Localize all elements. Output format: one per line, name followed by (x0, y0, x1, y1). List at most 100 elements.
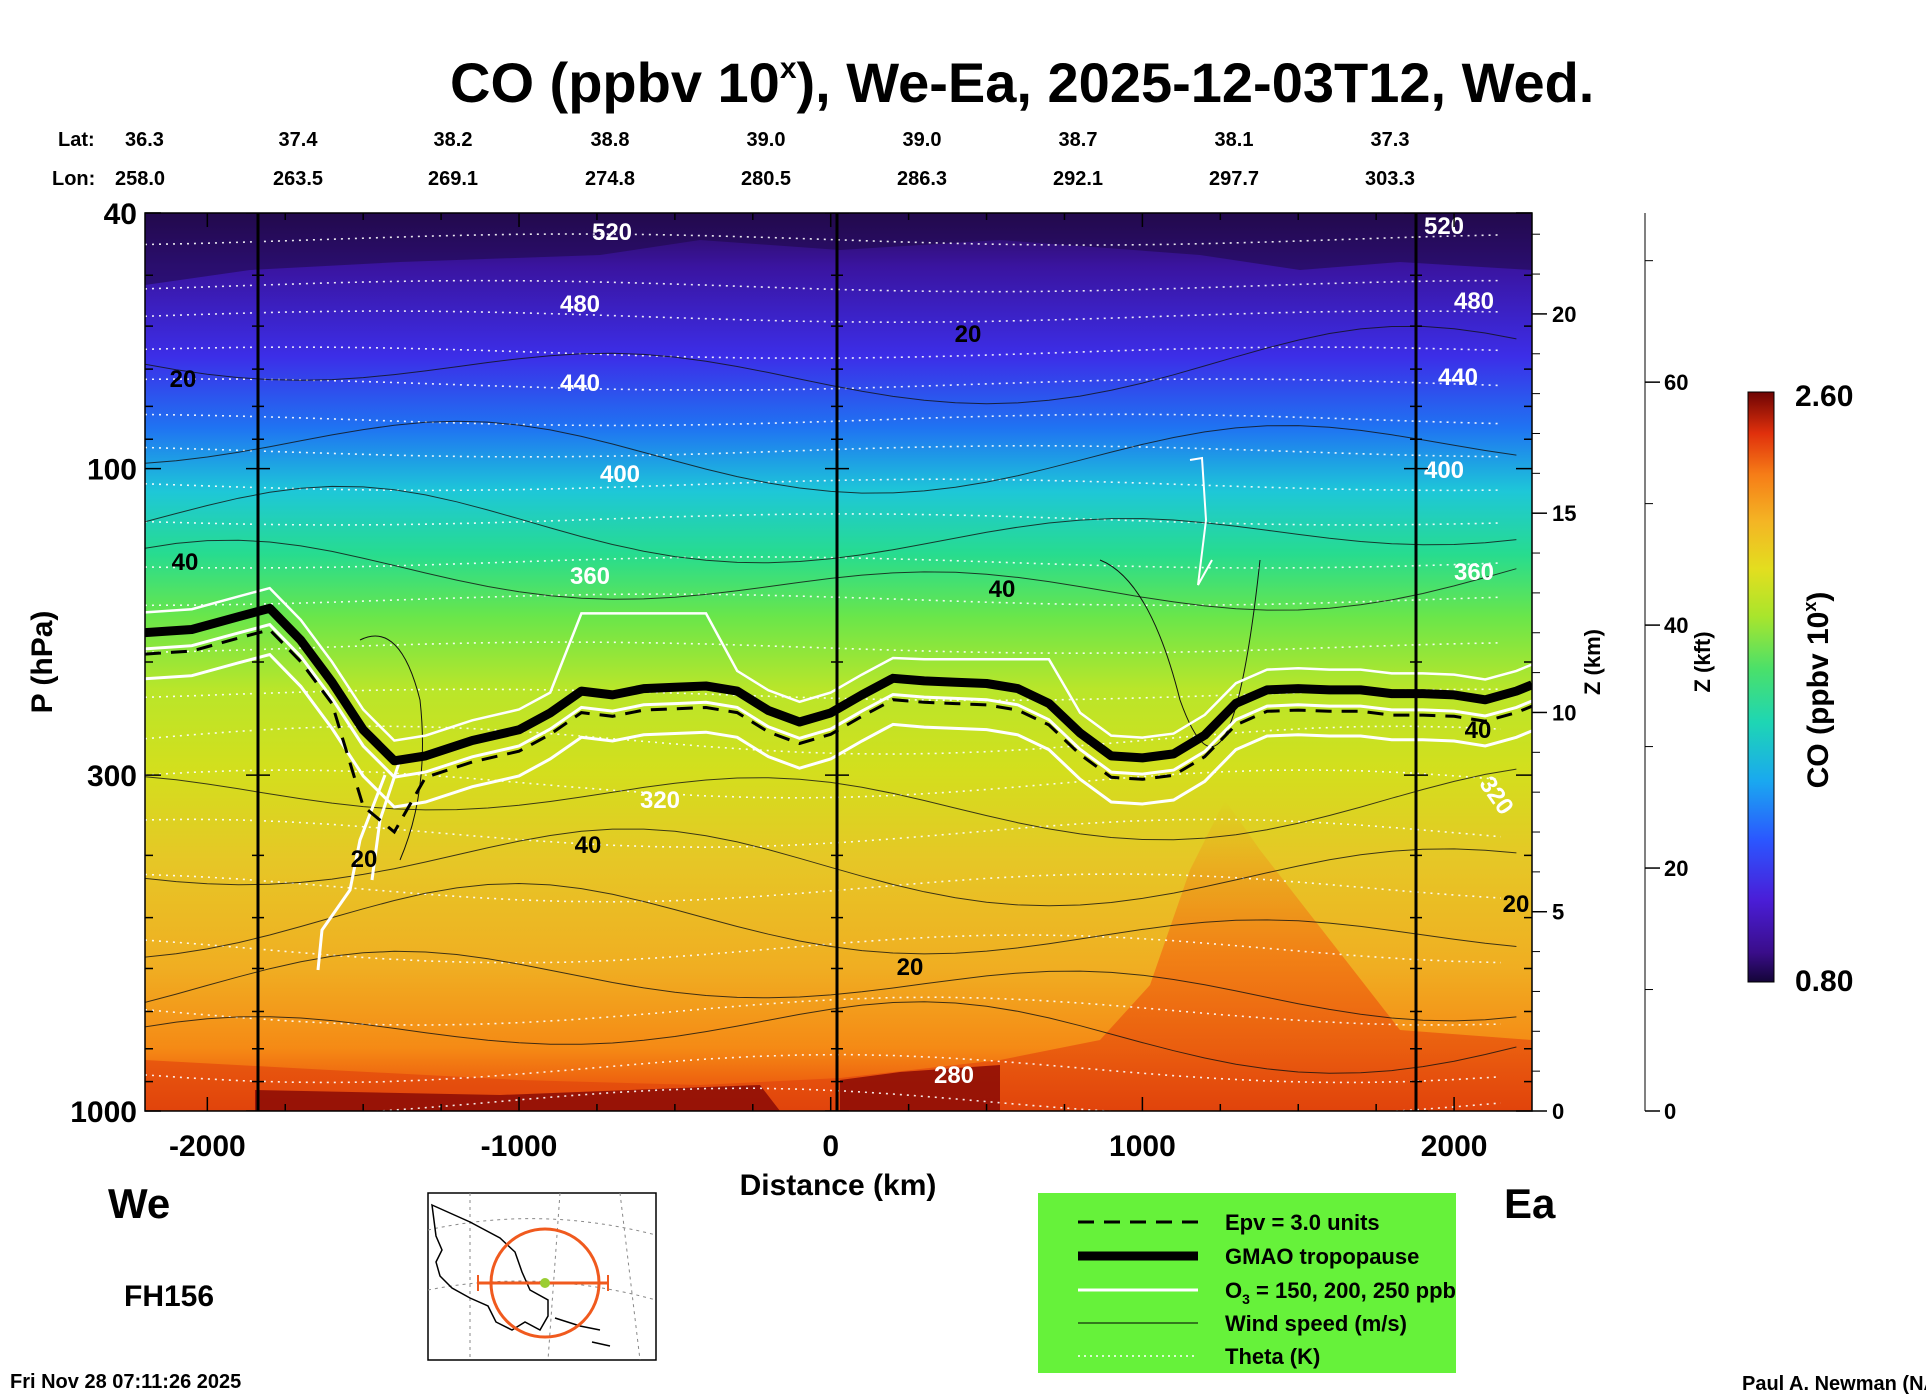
ozone-contour (145, 652, 1532, 809)
locator-map (427, 1192, 657, 1361)
wind-contour (145, 1001, 1517, 1074)
lat-value: 36.3 (125, 129, 164, 151)
west-label: We (108, 1180, 170, 1227)
wind-label: 40 (575, 832, 602, 859)
theta-contour (145, 725, 1501, 755)
wind-contour (145, 485, 1517, 564)
z-km-label: Z (km) (1580, 629, 1605, 695)
contour-labels: 5204804404003603202805204804404003603202… (170, 213, 1530, 1089)
ozone-filament (1189, 456, 1213, 586)
x-axis: -2000 -1000 0 1000 2000 (169, 213, 1487, 1163)
z-km-tick-label: 15 (1552, 501, 1576, 526)
theta-label: 400 (1424, 457, 1464, 484)
ref-line-ticks (246, 213, 1428, 1111)
wind-label: 40 (172, 549, 199, 576)
lat-value: 39.0 (903, 129, 942, 151)
lat-value: 38.1 (1215, 129, 1254, 151)
theta-label: 440 (1438, 364, 1478, 391)
z-kft-tick-label: 0 (1664, 1099, 1676, 1124)
theta-label: 480 (560, 291, 600, 318)
x-tick-label: 2000 (1421, 1130, 1488, 1163)
lat-value: 37.4 (279, 129, 319, 151)
lon-value: 274.8 (585, 168, 635, 190)
y-tick-label: 1000 (70, 1096, 137, 1129)
lon-value: 303.3 (1365, 168, 1415, 190)
lon-value: 269.1 (428, 168, 478, 190)
z-kft-tick-label: 60 (1664, 370, 1688, 395)
theta-label: 400 (600, 461, 640, 488)
colorbar (1747, 391, 1775, 983)
z-km-tick-label: 20 (1552, 302, 1576, 327)
theta-label: 360 (1454, 559, 1494, 586)
wind-label: 20 (955, 321, 982, 348)
surface-max (255, 1065, 1000, 1111)
theta-label: 440 (560, 370, 600, 397)
theta-contour (145, 1053, 1501, 1084)
forecast-hour: FH156 (124, 1280, 214, 1313)
wind-label: 20 (351, 846, 378, 873)
y-tick-label: 300 (87, 760, 137, 793)
wind-contours (145, 325, 1517, 1074)
lon-value: 286.3 (897, 168, 947, 190)
wind-label: 20 (170, 366, 197, 393)
z-km-tick-label: 0 (1552, 1099, 1564, 1124)
lon-value: 297.7 (1209, 168, 1259, 190)
timestamp: Fri Nov 28 07:11:26 2025 (10, 1371, 241, 1393)
epv-line (145, 628, 1532, 835)
wind-label: 40 (1465, 717, 1492, 744)
legend: Epv = 3.0 units GMAO tropopause O3 = 150… (1038, 1193, 1456, 1373)
theta-contour (145, 873, 1501, 903)
lat-value: 39.0 (747, 129, 786, 151)
legend-ozone-label: O3 = 150, 200, 250 ppb (1225, 1278, 1456, 1307)
credit: Paul A. Newman (NASA (1742, 1373, 1926, 1394)
plot-area: 5204804404003603202805204804404003603202… (145, 213, 1532, 1111)
theta-label: 480 (1454, 288, 1494, 315)
wind-contour (145, 539, 1517, 611)
theta-label: 520 (1424, 213, 1464, 240)
lat-value: 38.8 (591, 129, 630, 151)
y-tick-label: 40 (104, 198, 137, 231)
surface-plume (145, 800, 1532, 1111)
x-tick-label: 0 (822, 1130, 839, 1163)
x-axis-label: Distance (km) (740, 1169, 937, 1202)
theta-label: 280 (934, 1062, 974, 1089)
z-km-tick-label: 5 (1552, 900, 1564, 925)
x-tick-label: -1000 (481, 1130, 558, 1163)
lat-lon-header: 36.3 37.4 38.2 38.8 39.0 39.0 38.7 38.1 37.3 258.… (115, 129, 1415, 190)
lat-value: 38.2 (434, 129, 473, 151)
y-axis-label: P (hPa) (26, 611, 59, 714)
lat-value: 38.7 (1059, 129, 1098, 151)
y-tick-label: 100 (87, 454, 137, 487)
east-label: Ea (1504, 1180, 1556, 1227)
legend-tropopause-label: GMAO tropopause (1225, 1244, 1419, 1269)
y-axis: 40 100 300 1000 (70, 198, 1532, 1129)
z-km-axis: 0 5 10 15 20 (1531, 213, 1576, 1124)
lat-row-label: Lat: (58, 129, 95, 151)
legend-epv-label: Epv = 3.0 units (1225, 1210, 1380, 1235)
wind-contour (145, 950, 1517, 1022)
legend-wind-label: Wind speed (m/s) (1225, 1311, 1407, 1336)
z-kft-tick-label: 40 (1664, 613, 1688, 638)
x-tick-label: -2000 (169, 1130, 246, 1163)
x-tick-label: 1000 (1109, 1130, 1176, 1163)
ozone-contour (145, 586, 1532, 742)
chart-title: CO (ppbv 10x), We-Ea, 2025-12-03T12, Wed… (450, 51, 1594, 114)
colorbar-min: 0.80 (1795, 965, 1853, 998)
z-kft-label: Z (kft) (1690, 631, 1715, 692)
z-kft-axis: 0 20 40 60 (1644, 213, 1688, 1124)
z-kft-tick-label: 20 (1664, 856, 1688, 881)
lon-row-label: Lon: (52, 168, 95, 190)
theta-label: 360 (570, 563, 610, 590)
wind-contour (145, 420, 1517, 494)
z-km-tick-label: 10 (1552, 700, 1576, 725)
lat-value: 37.3 (1371, 129, 1410, 151)
tropopause-line (145, 603, 1532, 766)
colorbar-max: 2.60 (1795, 380, 1853, 413)
wind-contour (145, 325, 1517, 405)
colorbar-label: CO (ppbv 10x) (1800, 592, 1835, 789)
wind-label: 20 (897, 954, 924, 981)
lon-value: 258.0 (115, 168, 165, 190)
lon-value: 292.1 (1053, 168, 1103, 190)
wind-contour (145, 882, 1517, 958)
